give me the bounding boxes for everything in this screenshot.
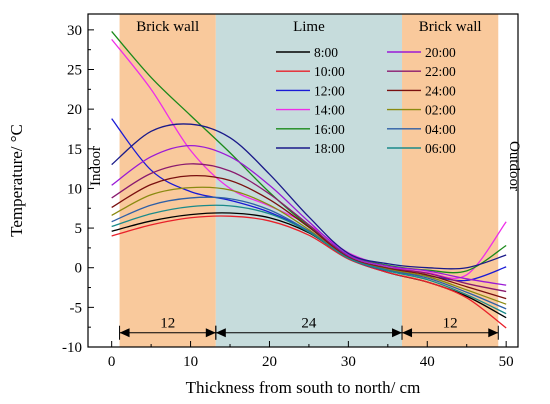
region-2: [215, 14, 403, 347]
dimension-arrow-end-1: [205, 328, 216, 338]
x-tick-label-40: 40: [420, 354, 435, 370]
dimension-arrow-start-1: [119, 328, 130, 338]
y-tick-label-15: 15: [67, 142, 82, 158]
region-label-3: Brick wall: [419, 19, 482, 35]
region-1: [119, 14, 216, 347]
legend-label-0200: 02:00: [425, 103, 456, 118]
dimension-arrow-start-2: [215, 328, 226, 338]
legend-label-800: 8:00: [314, 45, 338, 60]
series-line-0400: [111, 196, 507, 310]
labels-layer: Brick wall Lime Brick wall Indoor Outdoor: [88, 19, 522, 191]
x-axis-title: Thickness from south to north/ cm: [186, 378, 421, 397]
axes-layer: 0 10 20 30 40 50 -10 -5 0 5 10 15 20 25 30 Thickness fr…: [7, 13, 519, 397]
y-tick-label-20: 20: [67, 102, 82, 118]
dimension-arrow-start-3: [402, 328, 413, 338]
legend: 8:00 10:00 12:00 14:00 16:00 18:00 20:00 22:00 2…: [276, 45, 456, 156]
region-label-1: Brick wall: [136, 19, 199, 35]
series-line-1000: [111, 215, 507, 329]
legend-label-1400: 14:00: [314, 103, 345, 118]
dimension-label-3: 12: [443, 316, 458, 332]
y-tick-label-0: 0: [75, 261, 83, 277]
dimension-layer: 12 24 12: [119, 316, 499, 340]
legend-label-1000: 10:00: [314, 64, 345, 79]
x-tick-label-20: 20: [262, 354, 277, 370]
legend-label-1600: 16:00: [314, 122, 345, 137]
y-tick-label-5: 5: [75, 221, 83, 237]
y-tick-label-25: 25: [67, 63, 82, 79]
region-label-2: Lime: [293, 19, 325, 35]
indoor-label: Indoor: [88, 146, 104, 186]
legend-label-2000: 20:00: [425, 45, 456, 60]
x-tick-label-0: 0: [108, 354, 116, 370]
legend-label-1800: 18:00: [314, 141, 345, 156]
plot-frame: [87, 13, 519, 348]
dimension-arrow-end-3: [488, 328, 499, 338]
legend-label-2200: 22:00: [425, 64, 456, 79]
dimension-label-1: 12: [160, 316, 175, 332]
series-line-2400: [111, 174, 507, 300]
regions-layer: [119, 14, 499, 347]
series-line-0200: [111, 186, 507, 305]
y-axis-title: Temperature/ °C: [7, 124, 26, 237]
y-tick-label-30: 30: [67, 23, 82, 39]
legend-label-0600: 06:00: [425, 141, 456, 156]
y-tick-label--5: -5: [70, 300, 83, 316]
legend-label-1200: 12:00: [314, 83, 345, 98]
x-tick-label-30: 30: [341, 354, 356, 370]
legend-label-2400: 24:00: [425, 83, 456, 98]
y-tick-label-10: 10: [67, 181, 82, 197]
series-line-1800: [111, 123, 507, 270]
series-line-2200: [111, 163, 507, 293]
x-tick-label-10: 10: [183, 354, 198, 370]
y-tick-label--10: -10: [62, 340, 82, 356]
dimension-label-2: 24: [301, 316, 317, 332]
series-line-2000: [111, 144, 507, 286]
legend-label-0400: 04:00: [425, 122, 456, 137]
series-line-0600: [111, 204, 507, 315]
dimension-arrow-end-2: [392, 328, 403, 338]
x-tick-label-50: 50: [499, 354, 514, 370]
outdoor-label: Outdoor: [506, 141, 522, 191]
series-layer: [111, 31, 507, 329]
